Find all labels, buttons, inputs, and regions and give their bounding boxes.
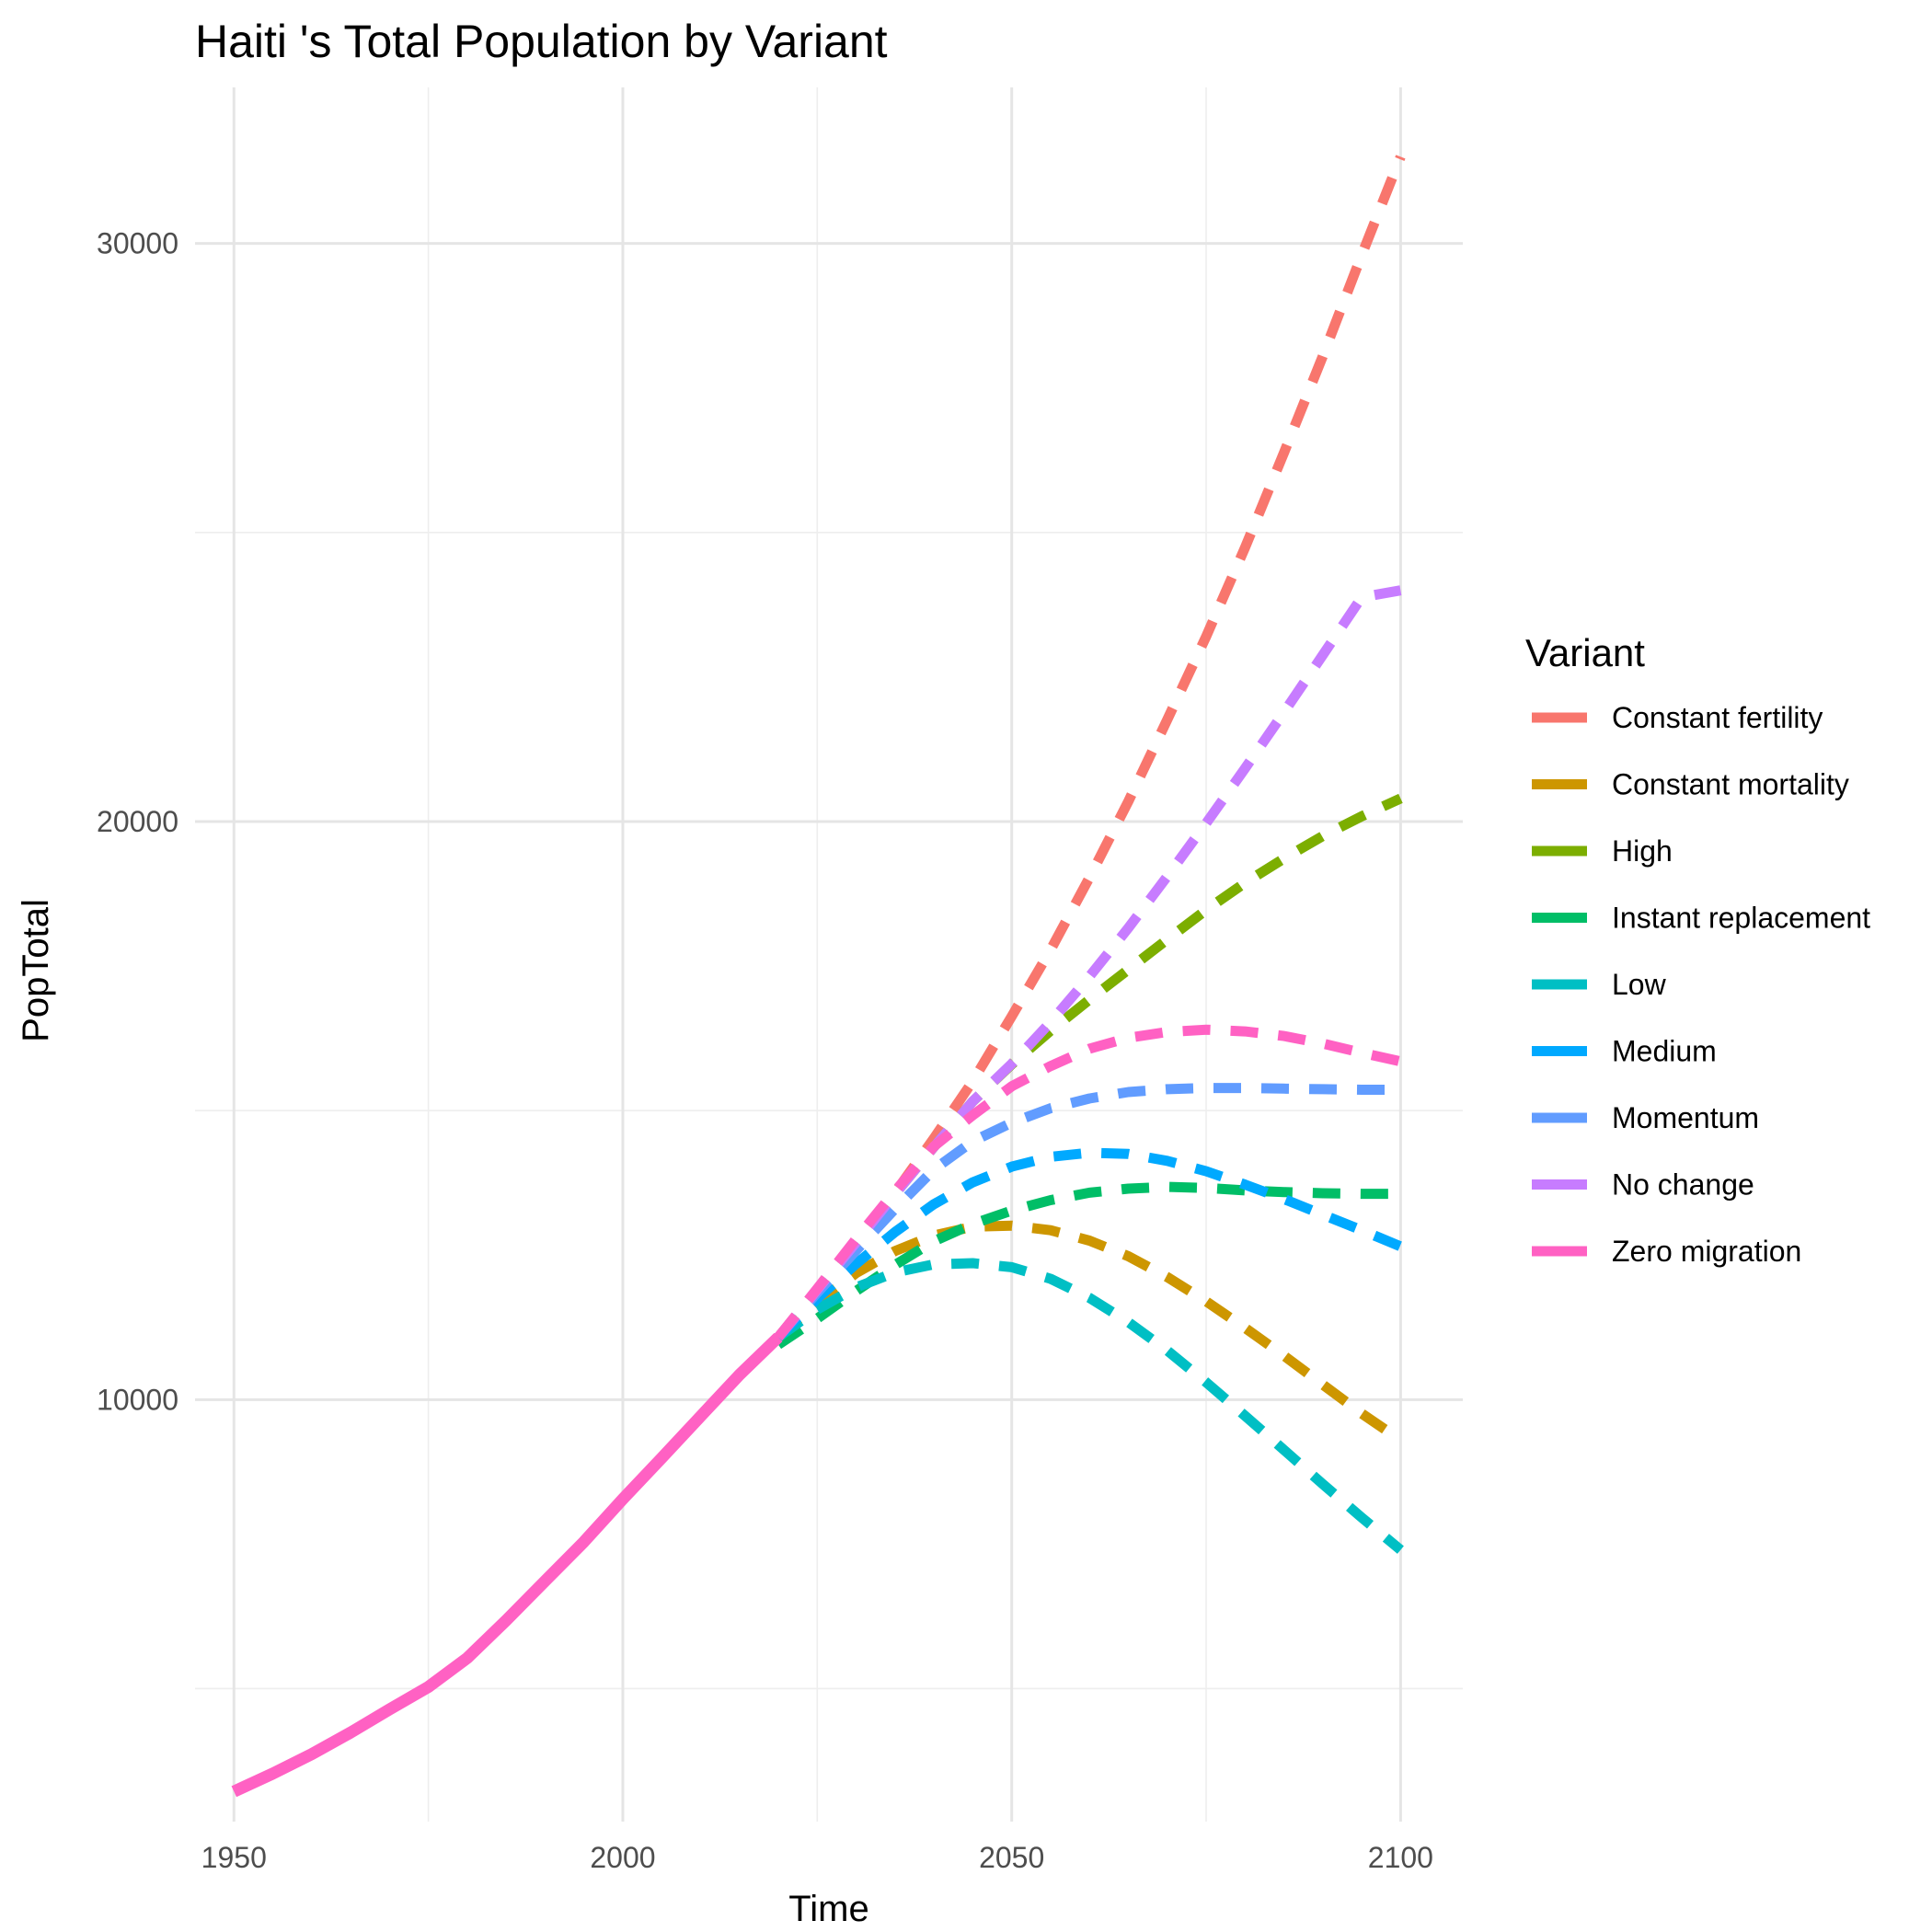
legend-label: Constant mortality — [1612, 768, 1849, 801]
x-tick-label: 2050 — [979, 1841, 1044, 1874]
legend: Variant Constant fertility Constant morta… — [1525, 631, 1870, 1268]
chart-title: Haiti 's Total Population by Variant — [195, 16, 888, 67]
legend-label: Momentum — [1612, 1101, 1759, 1134]
y-tick-label: 30000 — [97, 227, 178, 260]
series-line — [775, 1181, 1401, 1350]
series-line — [774, 1083, 1401, 1341]
series-line — [775, 1258, 1404, 1554]
legend-label: Constant fertility — [1612, 701, 1823, 734]
series-line — [774, 1024, 1402, 1340]
tick-labels: 1950 2000 2050 2100 10000 20000 30000 — [97, 227, 1433, 1874]
series-line — [774, 793, 1403, 1340]
legend-label: Medium — [1612, 1035, 1717, 1068]
legend-label: Zero migration — [1612, 1235, 1801, 1268]
legend-label: Low — [1612, 968, 1667, 1001]
legend-label: High — [1612, 834, 1673, 868]
y-axis-title: PopTotal — [16, 899, 56, 1042]
y-tick-label: 20000 — [97, 805, 178, 838]
series-line — [775, 1220, 1404, 1444]
x-tick-label: 2100 — [1368, 1841, 1433, 1874]
series-line — [774, 155, 1406, 1340]
plot-lines — [231, 155, 1406, 1798]
historical-line — [231, 1332, 783, 1798]
series-line — [775, 1147, 1403, 1341]
legend-label: Instant replacement — [1612, 902, 1870, 935]
legend-title: Variant — [1525, 631, 1645, 674]
grid — [195, 87, 1463, 1822]
legend-label: No change — [1612, 1168, 1754, 1202]
x-tick-label: 2000 — [590, 1841, 655, 1874]
x-tick-label: 1950 — [201, 1841, 267, 1874]
y-tick-label: 10000 — [97, 1383, 178, 1416]
x-axis-title: Time — [788, 1889, 868, 1929]
